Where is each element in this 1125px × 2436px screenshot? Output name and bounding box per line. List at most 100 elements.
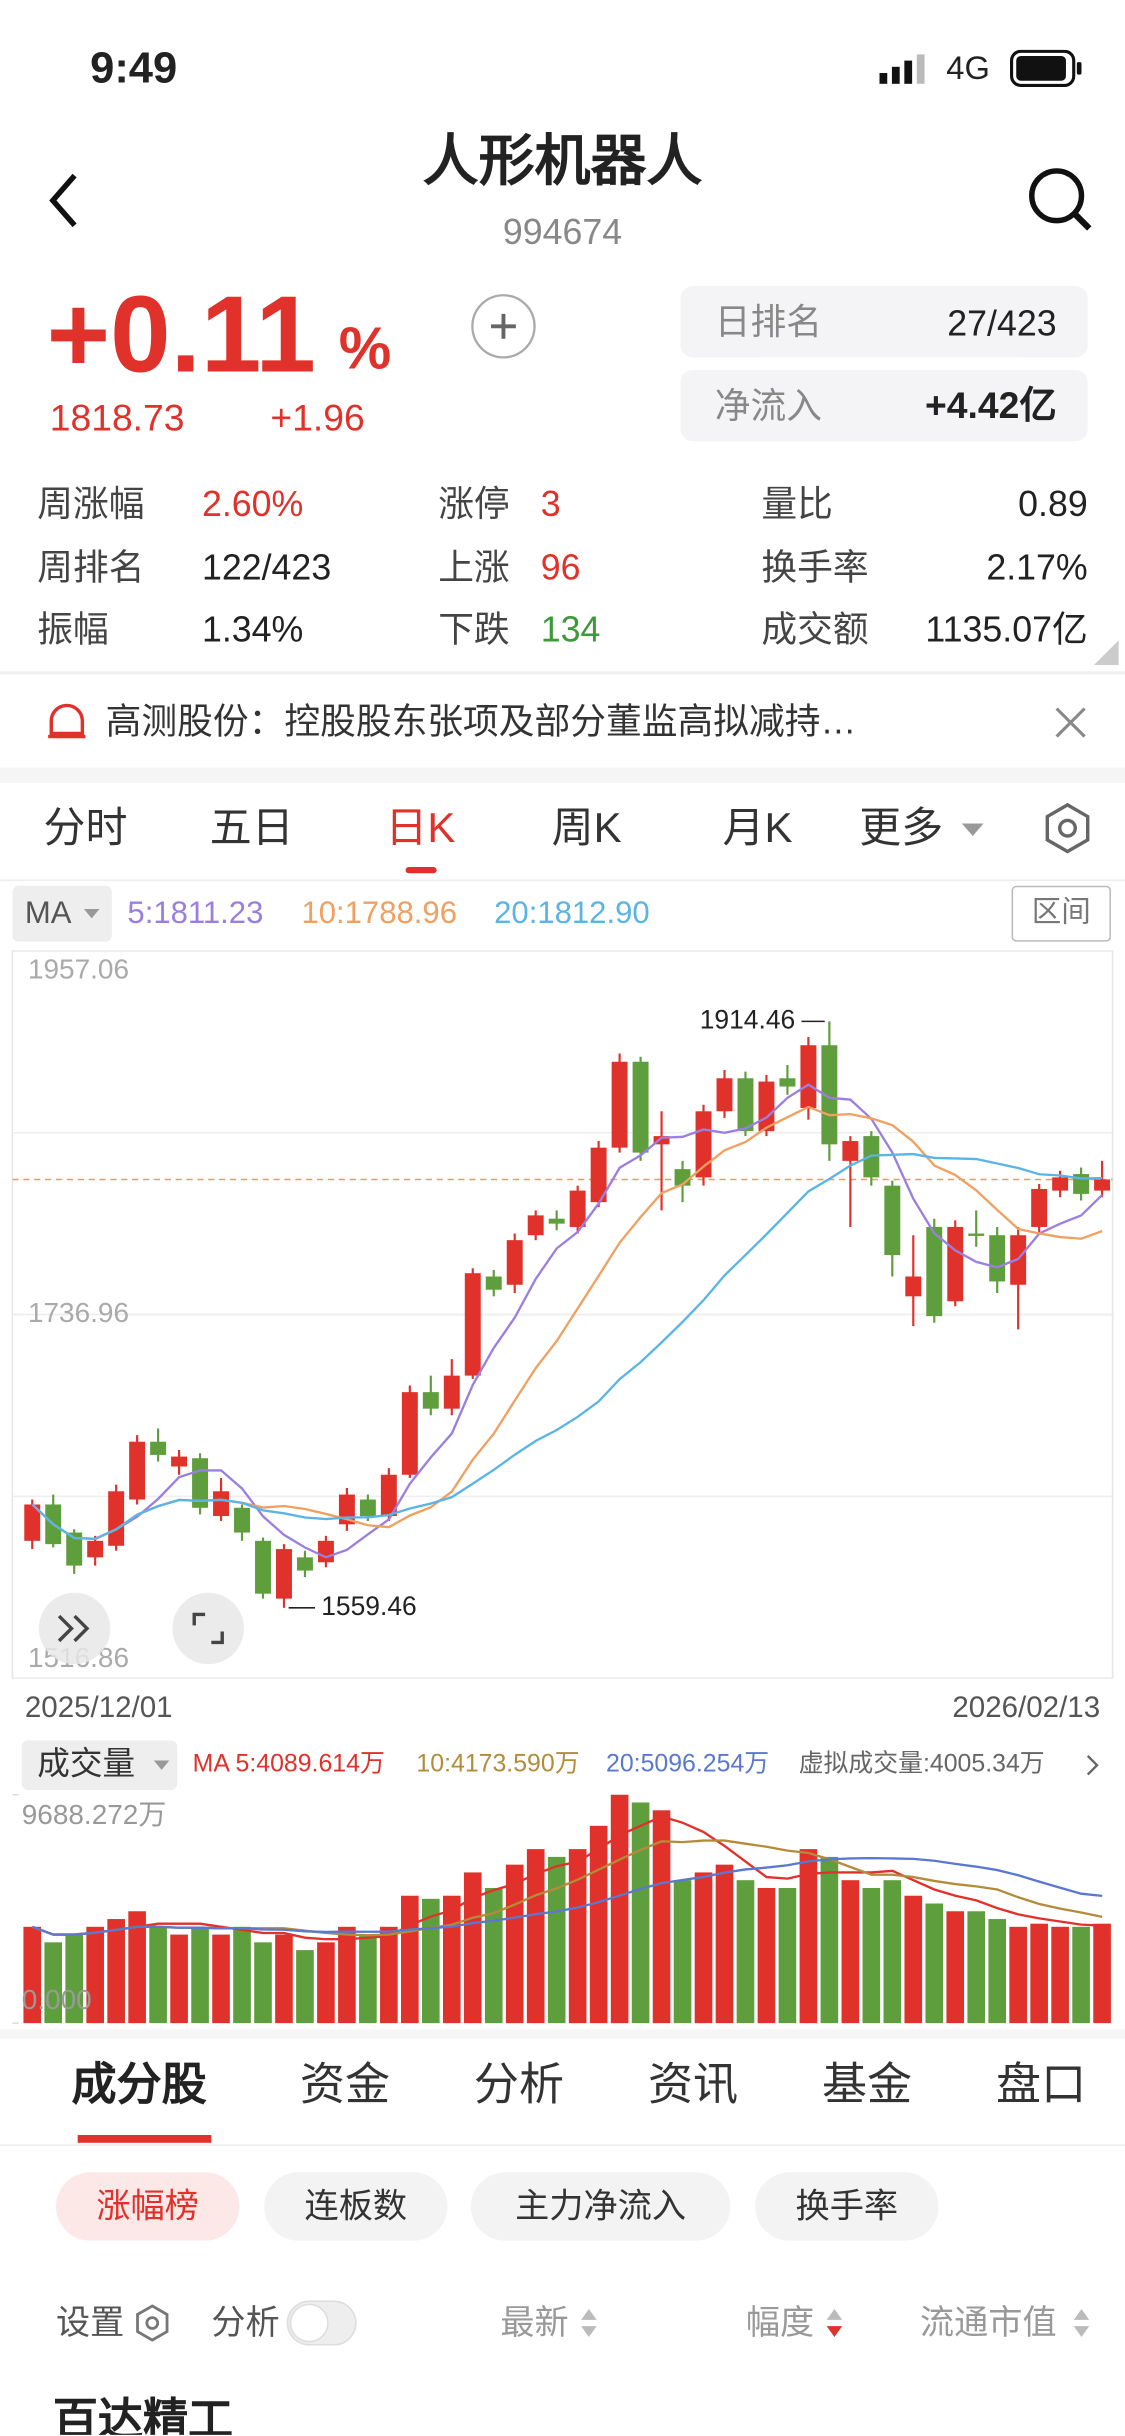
stat-label: 换手率 (761, 546, 869, 588)
candle-body (171, 1456, 188, 1467)
table-header[interactable]: 流通市值 (919, 2302, 1057, 2342)
volume-bar (757, 1887, 776, 2024)
volume-bar (568, 1849, 587, 2024)
fullscreen-button[interactable] (171, 1591, 246, 1666)
stock-name[interactable]: 百达精工 (52, 2396, 234, 2435)
change-percent: +0.11 (46, 273, 316, 395)
chart-tab[interactable]: 月K (722, 804, 793, 852)
volume-bar (212, 1934, 230, 2024)
volume-bar (65, 1934, 84, 2024)
range-button[interactable]: 区间 (1011, 885, 1112, 942)
sort-icon-active[interactable] (825, 2306, 844, 2340)
volume-bar (799, 1849, 818, 2024)
index-code: 994674 (502, 211, 623, 252)
candle-body (842, 1141, 859, 1161)
volume-bar (862, 1887, 881, 2024)
volume-bar (1051, 1926, 1069, 2024)
divider (0, 767, 1125, 784)
volume-label: 成交量 (37, 1746, 136, 1783)
candle-body (275, 1549, 292, 1599)
stat-value: 3 (540, 483, 561, 524)
volume-selector[interactable] (21, 1740, 178, 1791)
volume-bar (23, 1926, 42, 2024)
volume-bar (820, 1856, 839, 2024)
candle-body (1094, 1179, 1111, 1191)
volume-bar (380, 1926, 398, 2024)
chart-tab[interactable]: 分时 (43, 804, 128, 852)
expand-corner[interactable] (1093, 640, 1119, 666)
dropdown-arrow (153, 1760, 170, 1770)
notice-icon (48, 703, 86, 739)
bottom-tab[interactable]: 分析 (473, 2060, 565, 2111)
chart-tab[interactable]: 更多 (859, 804, 944, 852)
back-button[interactable] (44, 171, 88, 230)
chart-tab[interactable]: 五日 (209, 804, 294, 852)
sort-icon[interactable] (580, 2306, 599, 2340)
table-header[interactable]: 幅度 (745, 2302, 815, 2342)
volume-bar (547, 1856, 566, 2024)
volume-bar (610, 1794, 629, 2024)
filter-chip[interactable]: 换手率 (755, 2172, 939, 2241)
stat-value: 1135.07亿 (925, 609, 1088, 650)
candle-body (527, 1215, 544, 1236)
tab-indicator (405, 867, 437, 874)
volume-bar (946, 1911, 965, 2024)
volume-bar (484, 1887, 503, 2024)
volume-bar (86, 1926, 104, 2024)
settings-button[interactable] (1041, 802, 1094, 855)
more-arrow[interactable] (1085, 1753, 1101, 1778)
sort-icon[interactable] (1072, 2306, 1091, 2340)
candle-body (632, 1061, 649, 1153)
candle-body (779, 1078, 796, 1087)
candle-body (317, 1540, 334, 1563)
bottom-tab-active[interactable]: 成分股 (71, 2060, 207, 2111)
candle-body (296, 1557, 313, 1571)
scroll-button[interactable] (37, 1591, 112, 1666)
ma5-line (31, 1083, 1103, 1559)
bottom-tab[interactable]: 基金 (821, 2060, 913, 2111)
volume-bar (1009, 1926, 1027, 2024)
notice-close[interactable] (1054, 705, 1088, 739)
table-header[interactable]: 最新 (500, 2302, 569, 2342)
toggle-switch[interactable] (286, 2300, 357, 2347)
settings-icon[interactable] (134, 2304, 171, 2342)
ma10-value: 10:1788.96 (301, 896, 458, 931)
candle-body (1031, 1188, 1048, 1227)
volume-bar (841, 1880, 860, 2024)
search-button[interactable] (1026, 165, 1094, 233)
low-label: 1559.46 (321, 1591, 416, 1621)
filter-chip[interactable]: 连板数 (264, 2172, 448, 2241)
divider (0, 671, 1125, 675)
page-title: 人形机器人 (422, 128, 703, 193)
candle-body (947, 1226, 964, 1302)
table-header[interactable]: 分析 (211, 2302, 280, 2342)
chart-tab[interactable]: 周K (551, 804, 622, 852)
filter-chip-active[interactable]: 涨幅榜 (55, 2172, 240, 2241)
candle-body (569, 1190, 586, 1227)
candle-body (590, 1147, 607, 1203)
add-watchlist-button[interactable] (469, 292, 537, 360)
candle-body (24, 1504, 41, 1541)
ma-label: MA (24, 896, 72, 931)
bottom-tab[interactable]: 资讯 (647, 2060, 739, 2111)
chart-tab-active[interactable]: 日K (385, 804, 456, 852)
filter-chip[interactable]: 主力净流入 (470, 2172, 731, 2241)
volume-bar (589, 1825, 608, 2024)
candle-body (234, 1507, 250, 1533)
candle-body (506, 1240, 523, 1285)
rank-box (680, 285, 1088, 358)
candle-body (443, 1375, 460, 1409)
notice-text[interactable]: 高测股份：控股股东张项及部分董监高拟减持… (105, 700, 857, 742)
volume-ma5-line (31, 1815, 1103, 1941)
volume-bar (904, 1895, 923, 2024)
stat-value: 122/423 (202, 546, 332, 588)
volume-tick-label: 0.000 (22, 1984, 92, 2015)
table-header[interactable]: 设置 (55, 2302, 125, 2342)
volume-bar (44, 1942, 63, 2024)
volume-bar (338, 1926, 356, 2024)
candle-body (1052, 1177, 1069, 1191)
bottom-tab[interactable]: 资金 (299, 2060, 391, 2111)
dropdown-arrow (961, 823, 984, 836)
volume-bar (652, 1810, 671, 2024)
bottom-tab[interactable]: 盘口 (996, 2060, 1087, 2111)
